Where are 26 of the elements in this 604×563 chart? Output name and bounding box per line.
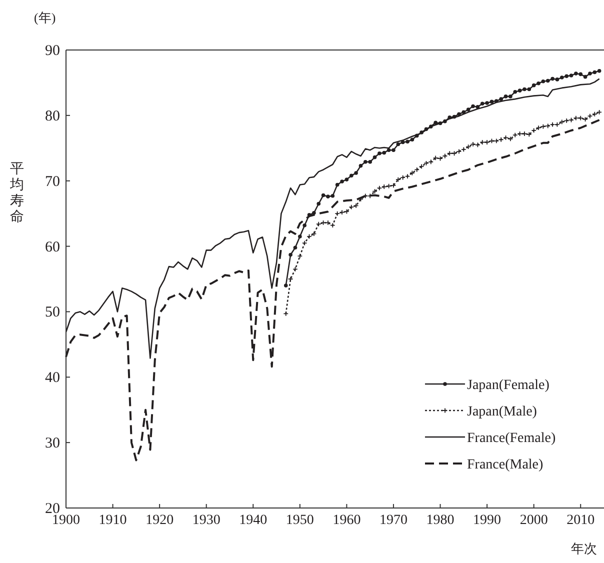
x-tick-label: 1930 bbox=[192, 513, 220, 528]
y-tick-label: 90 bbox=[45, 43, 60, 59]
legend-label: Japan(Female) bbox=[467, 378, 550, 393]
x-tick-label: 2010 bbox=[566, 513, 595, 528]
y-tick-label: 60 bbox=[45, 239, 60, 256]
legend-label: France(Male) bbox=[467, 458, 544, 472]
x-tick-label: 1970 bbox=[379, 513, 408, 528]
x-tick-label: 1960 bbox=[332, 513, 361, 528]
y-tick-label: 40 bbox=[45, 370, 60, 386]
y-tick-label: 50 bbox=[45, 304, 60, 321]
legend-label: France(Female) bbox=[467, 431, 556, 446]
y-axis-title: 平均寿命 bbox=[9, 162, 24, 225]
x-tick-label: 1920 bbox=[146, 513, 174, 528]
y-tick-label: 30 bbox=[45, 436, 60, 452]
text: (年) bbox=[34, 10, 56, 25]
x-tick-label: 2000 bbox=[520, 513, 548, 528]
legend-label: Japan(Male) bbox=[467, 404, 538, 420]
x-tick-label: 1980 bbox=[426, 513, 454, 528]
x-tick-label: 1950 bbox=[286, 513, 314, 528]
x-tick-label: 1910 bbox=[98, 513, 127, 528]
y-tick-label: 70 bbox=[45, 174, 60, 190]
x-tick-label: 1990 bbox=[473, 513, 502, 528]
x-axis-title: 年次 bbox=[571, 541, 597, 556]
x-tick-label: 1900 bbox=[52, 513, 80, 528]
x-tick-label: 1940 bbox=[239, 513, 268, 528]
y-tick-label: 80 bbox=[45, 108, 60, 124]
